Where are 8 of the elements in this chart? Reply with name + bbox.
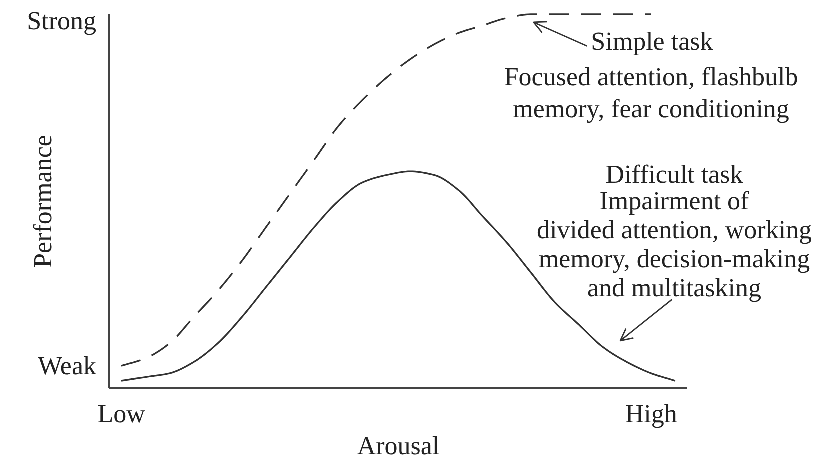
x-tick-label: Low: [98, 400, 146, 428]
x-axis-title: Arousal: [357, 432, 440, 460]
x-tick-label: High: [625, 400, 678, 428]
y-axis-title: Performance: [28, 135, 58, 268]
annotation: Focused attention, flashbulb memory, fear conditioning: [504, 62, 798, 124]
text: Strong: [27, 6, 96, 36]
text: Weak: [38, 351, 97, 380]
annotation: Simple task: [591, 27, 714, 56]
